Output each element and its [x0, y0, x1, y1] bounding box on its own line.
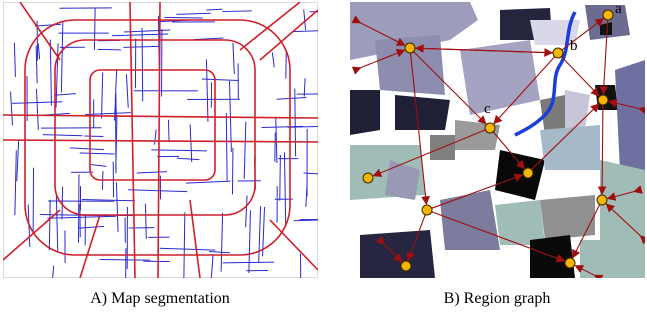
region-node [565, 258, 575, 268]
map-segmentation-image [3, 2, 371, 314]
street [84, 136, 103, 137]
region-node [598, 95, 608, 105]
node-label: b [570, 38, 578, 54]
region-node [405, 43, 415, 53]
figure: a b c A) Map segmentation B) Region grap… [0, 0, 647, 314]
street [223, 262, 275, 263]
street [280, 155, 281, 201]
region-node [363, 173, 373, 183]
street [222, 11, 252, 12]
node-label: c [484, 101, 491, 117]
region-node [553, 48, 563, 58]
street [168, 120, 169, 142]
node-label: a [615, 1, 622, 17]
street [164, 17, 202, 18]
street [301, 254, 302, 314]
page: a b c A) Map segmentation B) Region grap… [0, 0, 647, 314]
region-graph-image [350, 2, 645, 278]
caption: A) Map segmentation [90, 290, 230, 307]
street [98, 49, 121, 50]
caption: B) Region graph [444, 290, 551, 307]
region-node [597, 195, 607, 205]
region-node [523, 168, 533, 178]
region-node [401, 261, 411, 271]
region-node [485, 123, 495, 133]
region-node [603, 10, 613, 20]
region-node [422, 205, 432, 215]
